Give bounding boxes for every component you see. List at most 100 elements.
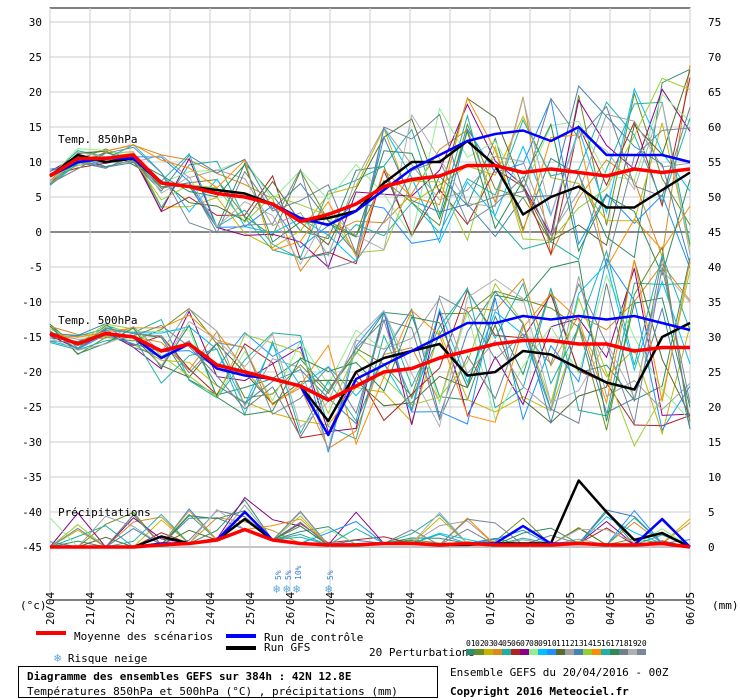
series-line xyxy=(49,314,691,437)
y-tick-label: -15 xyxy=(22,331,42,344)
diagram-title: Diagramme des ensembles GEFS sur 384h : … xyxy=(27,670,352,683)
y-tick-label: -45 xyxy=(22,541,42,554)
y2-tick-label: 20 xyxy=(708,401,721,414)
pert-number: 01 xyxy=(466,639,476,648)
perturbation-line xyxy=(49,266,691,425)
x-tick-label: 22/04 xyxy=(124,592,137,625)
perturbation-line xyxy=(49,68,691,259)
x-tick-label: 06/05 xyxy=(684,592,697,625)
info-box: Diagramme des ensembles GEFS sur 384h : … xyxy=(18,666,438,698)
series-line xyxy=(49,153,691,224)
x-tick-label: 02/05 xyxy=(524,592,537,625)
perturbation-line xyxy=(49,289,691,439)
pert-color-swatch xyxy=(466,649,475,655)
y2-tick-label: 30 xyxy=(708,331,721,344)
pert-color-swatch xyxy=(484,649,493,655)
pert-number: 13 xyxy=(574,639,584,648)
y2-tick-label: 50 xyxy=(708,191,721,204)
y-tick-label: 5 xyxy=(35,191,42,204)
pert-color-swatch xyxy=(610,649,619,655)
ensemble-run-info: Ensemble GEFS du 20/04/2016 - 00Z xyxy=(450,666,669,679)
pert-number: 15 xyxy=(592,639,602,648)
snow-percent: 5% xyxy=(284,570,293,580)
pert-color-swatch xyxy=(637,649,646,655)
pert-color-swatch xyxy=(601,649,610,655)
snowflake-icon: ❄ xyxy=(283,582,290,596)
y2-tick-label: 40 xyxy=(708,261,721,274)
perturbation-line xyxy=(49,113,691,257)
section-label-850: Temp. 850hPa xyxy=(58,133,137,146)
y-tick-label: -35 xyxy=(22,471,42,484)
pert-number: 20 xyxy=(637,639,647,648)
pert-number: 19 xyxy=(628,639,638,648)
pert-color-swatch xyxy=(592,649,601,655)
legend-snow-label: Risque neige xyxy=(67,652,148,665)
snow-percent: 10% xyxy=(294,565,303,580)
pert-color-swatch xyxy=(502,649,511,655)
series-line xyxy=(50,527,691,549)
y2-tick-label: 75 xyxy=(708,16,721,29)
pert-color-swatch xyxy=(538,649,547,655)
y-tick-label: 20 xyxy=(29,86,42,99)
snowflake-icon: ❄ xyxy=(273,582,280,596)
series-line xyxy=(49,331,690,402)
y2-tick-label: 65 xyxy=(708,86,721,99)
pert-color-swatch xyxy=(493,649,502,655)
pert-color-swatch xyxy=(574,649,583,655)
pert-number: 12 xyxy=(565,639,575,648)
gfs-swatch xyxy=(226,646,256,650)
y2-tick-label: 70 xyxy=(708,51,721,64)
copyright: Copyright 2016 Meteociel.fr xyxy=(450,685,629,698)
y2-tick-label: 10 xyxy=(708,471,721,484)
control-swatch xyxy=(226,634,256,638)
perturbation-line xyxy=(49,268,691,433)
pert-color-swatch xyxy=(475,649,484,655)
pert-color-swatch xyxy=(529,649,538,655)
pert-number: 08 xyxy=(529,639,539,648)
legend-gfs: Run GFS xyxy=(264,641,311,654)
snowflake-icon: ❄ xyxy=(293,582,300,596)
x-tick-label: 04/05 xyxy=(604,592,617,625)
x-tick-label: 27/04 xyxy=(324,592,337,625)
y2-tick-label: 0 xyxy=(708,541,715,554)
legend-control: Run de contrôle xyxy=(264,631,364,644)
pert-number: 09 xyxy=(538,639,548,648)
x-tick-label: 05/05 xyxy=(644,592,657,625)
pert-color-swatch xyxy=(511,649,520,655)
x-tick-label: 21/04 xyxy=(84,592,97,625)
y-tick-label: 30 xyxy=(29,16,42,29)
y-tick-label: 15 xyxy=(29,121,42,134)
pert-color-swatch xyxy=(628,649,637,655)
pert-number: 06 xyxy=(511,639,521,648)
pert-color-swatch xyxy=(547,649,556,655)
snow-risk-markers: 5%❄5%❄10%❄5%❄ xyxy=(273,565,335,596)
perturbation-line xyxy=(49,274,691,421)
pert-color-swatch xyxy=(583,649,592,655)
snow-percent: 5% xyxy=(274,570,283,580)
main-series xyxy=(49,125,691,549)
perturbation-line xyxy=(49,259,691,446)
legend-mean: Moyenne des scénarios xyxy=(74,630,214,643)
y2-tick-label: 25 xyxy=(708,366,721,379)
y-tick-label: 25 xyxy=(29,51,42,64)
y-tick-label: 0 xyxy=(35,226,42,239)
perturbation-key: 0102030405060708091011121314151617181920 xyxy=(466,639,647,657)
pert-number: 16 xyxy=(601,639,611,648)
y-tick-label: -25 xyxy=(22,401,42,414)
y2-tick-label: 35 xyxy=(708,296,721,309)
y-tick-label: -20 xyxy=(22,366,42,379)
pert-number: 03 xyxy=(484,639,494,648)
diagram-subtitle: Températures 850hPa et 500hPa (°C) , pré… xyxy=(27,685,398,698)
section-label-precip: Précipitations xyxy=(58,506,151,519)
x-tick-label: 25/04 xyxy=(244,592,257,625)
legend-snow: ❄ Risque neige xyxy=(54,652,147,665)
y-tick-label: -40 xyxy=(22,506,42,519)
y2-tick-label: 5 xyxy=(708,506,715,519)
pert-number: 17 xyxy=(610,639,620,648)
x-tick-label: 20/04 xyxy=(44,592,57,625)
snowflake-icon: ❄ xyxy=(54,651,62,665)
x-tick-label: 30/04 xyxy=(444,592,457,625)
y-tick-label: -30 xyxy=(22,436,42,449)
section-label-500: Temp. 500hPa xyxy=(58,314,137,327)
